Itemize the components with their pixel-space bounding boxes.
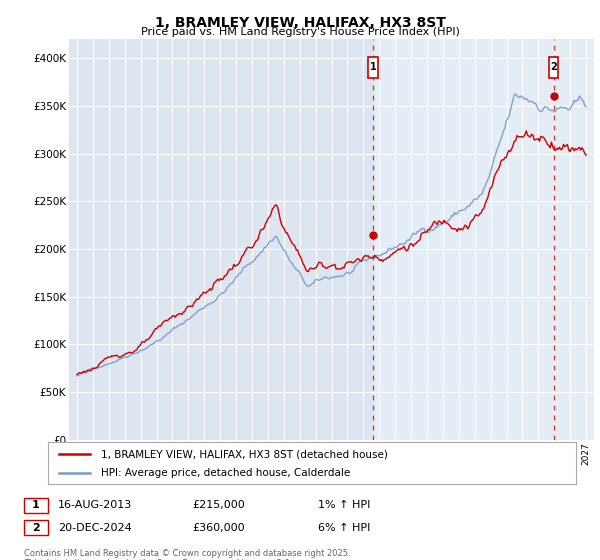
- FancyBboxPatch shape: [368, 57, 378, 78]
- Text: 1% ↑ HPI: 1% ↑ HPI: [318, 500, 370, 510]
- Text: Price paid vs. HM Land Registry's House Price Index (HPI): Price paid vs. HM Land Registry's House …: [140, 27, 460, 37]
- Text: 20-DEC-2024: 20-DEC-2024: [58, 522, 132, 533]
- Text: £360,000: £360,000: [192, 522, 245, 533]
- Text: HPI: Average price, detached house, Calderdale: HPI: Average price, detached house, Cald…: [101, 468, 350, 478]
- Text: 1, BRAMLEY VIEW, HALIFAX, HX3 8ST: 1, BRAMLEY VIEW, HALIFAX, HX3 8ST: [155, 16, 445, 30]
- Bar: [69, 39, 373, 440]
- Text: 6% ↑ HPI: 6% ↑ HPI: [318, 522, 370, 533]
- FancyBboxPatch shape: [549, 57, 559, 78]
- Text: 1, BRAMLEY VIEW, HALIFAX, HX3 8ST (detached house): 1, BRAMLEY VIEW, HALIFAX, HX3 8ST (detac…: [101, 449, 388, 459]
- Text: 16-AUG-2013: 16-AUG-2013: [58, 500, 133, 510]
- Text: 1: 1: [370, 62, 377, 72]
- Text: £215,000: £215,000: [192, 500, 245, 510]
- Text: 2: 2: [32, 522, 40, 533]
- Text: 2: 2: [550, 62, 557, 72]
- Bar: [373, 39, 594, 440]
- Text: Contains HM Land Registry data © Crown copyright and database right 2025.
This d: Contains HM Land Registry data © Crown c…: [24, 549, 350, 560]
- Text: 1: 1: [32, 500, 40, 510]
